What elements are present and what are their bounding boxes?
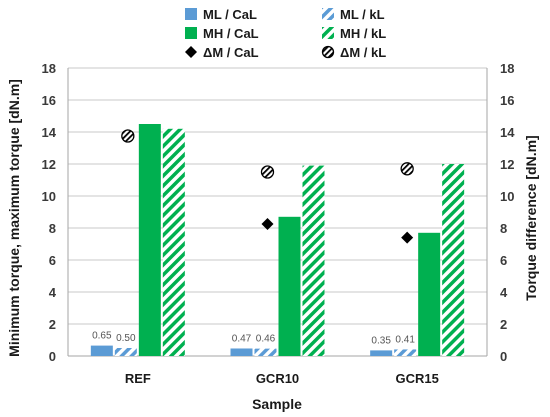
markers xyxy=(121,129,414,244)
x-tick-label: GCR10 xyxy=(256,371,299,386)
legend-swatch xyxy=(185,8,197,20)
y-tick-label: 0 xyxy=(49,349,56,364)
legend-swatch xyxy=(322,8,334,20)
data-label: 0.65 xyxy=(92,331,112,342)
x-tick-label: REF xyxy=(125,371,151,386)
y2-tick-label: 4 xyxy=(500,285,508,300)
legend-label: ΔM / kL xyxy=(340,45,386,60)
bar-mh-cal xyxy=(418,232,441,356)
legend-swatch xyxy=(322,27,334,39)
legend-item: ML / kL xyxy=(322,7,385,22)
y2-tick-label: 2 xyxy=(500,317,507,332)
y2-axis-title: Torque difference [dN.m] xyxy=(523,135,539,300)
marker-hatched-circle xyxy=(321,45,335,59)
bar-ml-cal xyxy=(230,348,253,356)
bar-mh-kl xyxy=(162,128,185,356)
legend-label: ML / kL xyxy=(340,7,385,22)
y2-tick-label: 14 xyxy=(500,125,515,140)
y-tick-label: 2 xyxy=(49,317,56,332)
legend-item: MH / kL xyxy=(322,26,386,41)
legend-swatch xyxy=(185,27,197,39)
data-label: 0.41 xyxy=(395,334,415,345)
legend-label: ML / CaL xyxy=(203,7,257,22)
y-axis-title: Minimum torque, maximum torque [dN.m] xyxy=(6,79,22,357)
y-tick-label: 18 xyxy=(42,61,56,76)
marker-hatched-circle xyxy=(121,129,135,143)
y2-tick-label: 6 xyxy=(500,253,507,268)
bar-mh-kl xyxy=(442,164,465,356)
bars: 0.65 0.50 0.47 0.46 0.35 0.41 xyxy=(90,124,465,356)
bar-mh-kl xyxy=(302,165,325,356)
gridlines xyxy=(67,67,488,357)
bar-ml-kl xyxy=(394,349,417,356)
legend-item: ΔM / CaL xyxy=(185,45,259,60)
x-axis-title: Sample xyxy=(252,396,302,412)
y-tick-label: 4 xyxy=(49,285,57,300)
data-label: 0.46 xyxy=(256,334,276,345)
legend-item: MH / CaL xyxy=(185,26,259,41)
y-tick-label: 12 xyxy=(42,157,56,172)
y-tick-label: 16 xyxy=(42,93,56,108)
marker-diamond xyxy=(261,218,274,230)
y2-tick-label: 12 xyxy=(500,157,514,172)
y2-tick-label: 8 xyxy=(500,221,507,236)
marker-hatched-circle xyxy=(400,162,414,176)
y2-tick-label: 18 xyxy=(500,61,514,76)
data-label: 0.35 xyxy=(371,335,391,346)
bar-ml-kl xyxy=(114,348,137,356)
x-tick-label: GCR15 xyxy=(395,371,438,386)
y2-tick-label: 10 xyxy=(500,189,514,204)
legend: ML / CaL ML / kL MH / CaL MH / kL ΔM / CaL ΔM… xyxy=(185,7,386,60)
bar-ml-kl xyxy=(254,348,277,356)
y-tick-label: 14 xyxy=(42,125,57,140)
legend-item: ML / CaL xyxy=(185,7,257,22)
data-label: 0.50 xyxy=(116,333,136,344)
tick-labels: 0 0 2 2 4 4 6 6 8 8 10 10 12 12 14 14 16 16 18 18 REF GCR10 GC… xyxy=(42,61,516,386)
bar-mh-cal xyxy=(138,124,161,356)
marker-diamond xyxy=(185,46,197,58)
data-label: 0.47 xyxy=(232,333,252,344)
y2-tick-label: 16 xyxy=(500,93,514,108)
y-tick-label: 10 xyxy=(42,189,56,204)
legend-label: MH / CaL xyxy=(203,26,259,41)
y2-tick-label: 0 xyxy=(500,349,507,364)
marker-hatched-circle xyxy=(260,165,275,179)
bar-mh-cal xyxy=(278,216,301,356)
legend-label: ΔM / CaL xyxy=(203,45,259,60)
bar-ml-cal xyxy=(90,345,113,356)
y-tick-label: 8 xyxy=(49,221,56,236)
bar-ml-cal xyxy=(370,350,393,356)
legend-item: ΔM / kL xyxy=(321,45,386,60)
legend-label: MH / kL xyxy=(340,26,386,41)
marker-diamond xyxy=(401,231,414,244)
y-tick-label: 6 xyxy=(49,253,56,268)
